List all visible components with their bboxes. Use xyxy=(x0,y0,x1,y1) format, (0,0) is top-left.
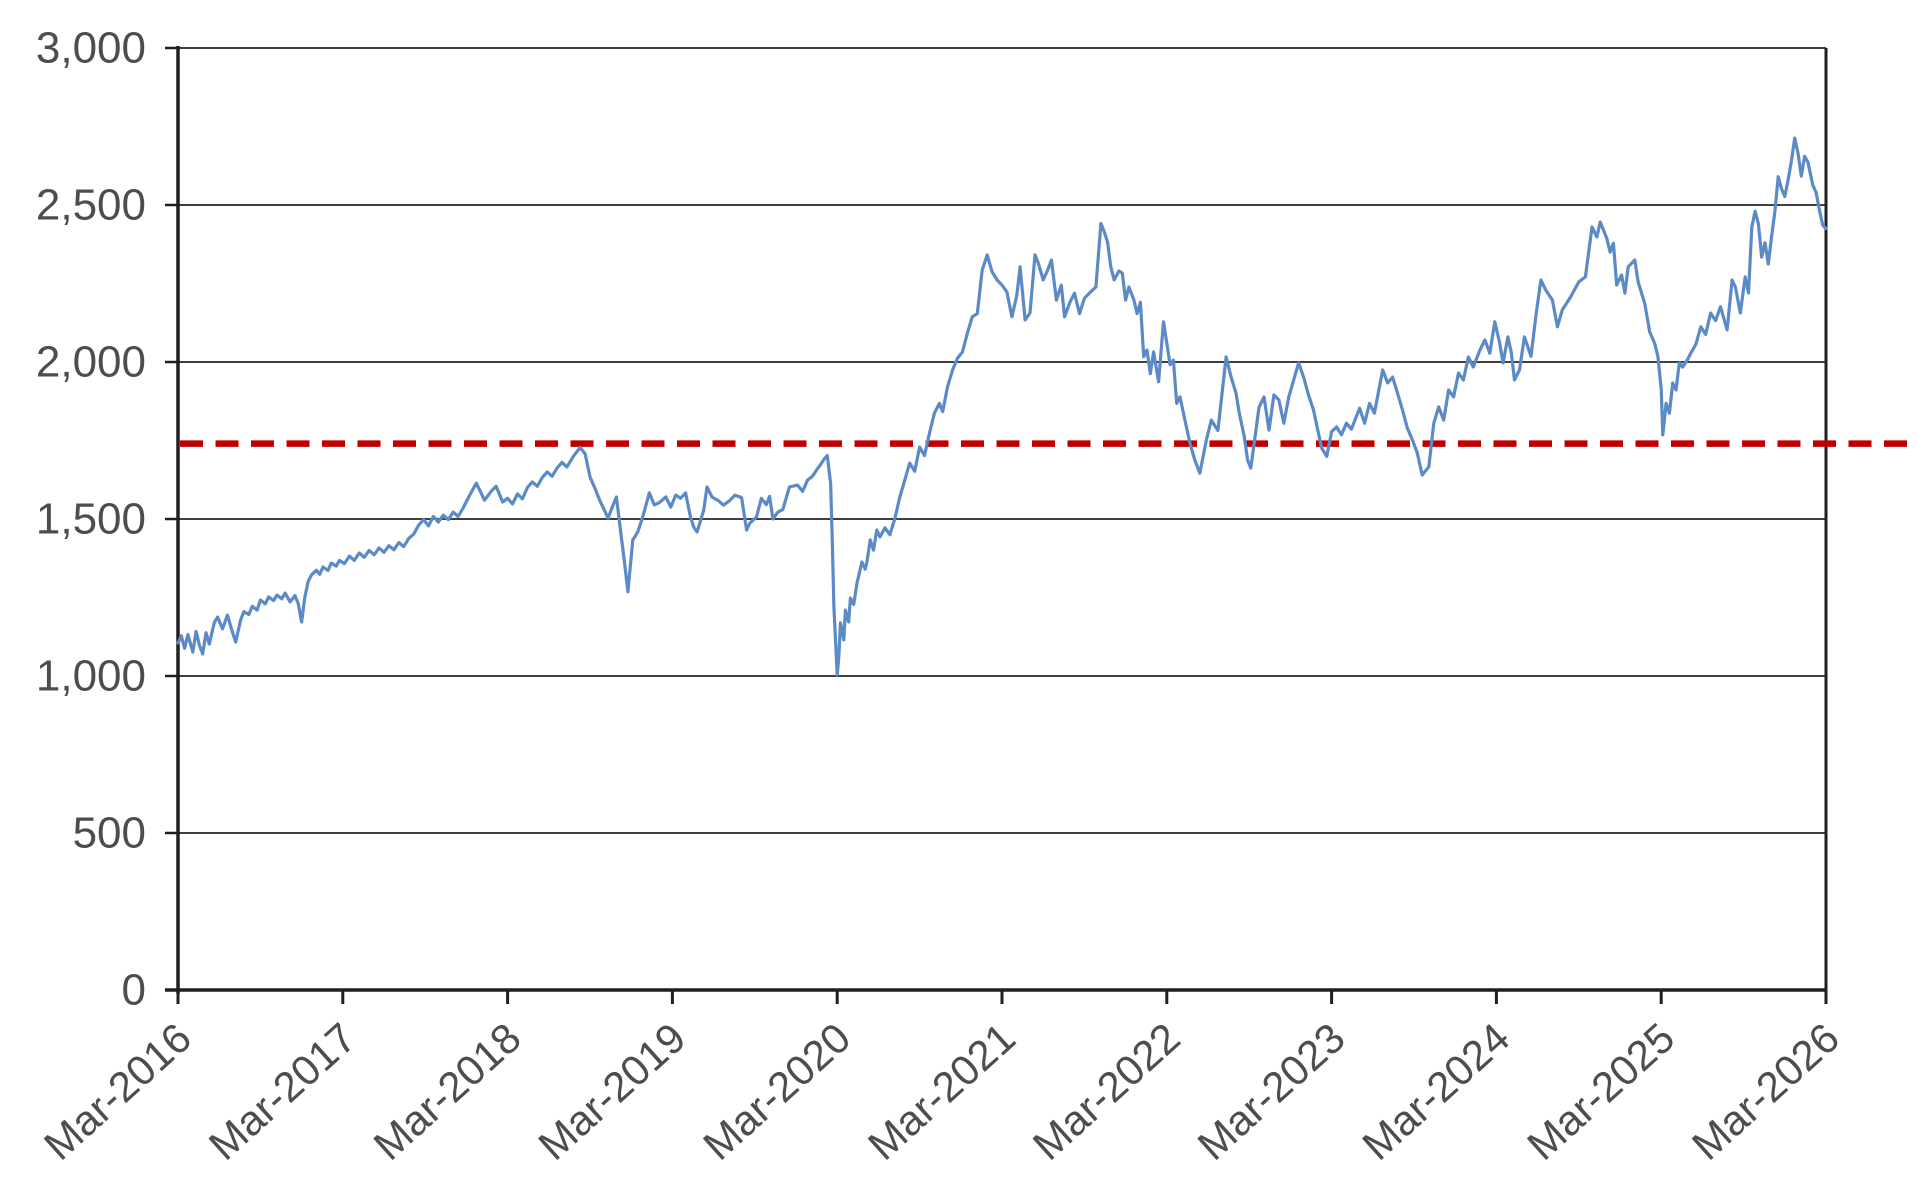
x-axis-tick-label: Mar-2026 xyxy=(1683,1014,1848,1169)
x-axis-tick-label: Mar-2017 xyxy=(200,1014,365,1169)
y-axis-tick-label: 500 xyxy=(73,809,146,858)
y-axis-tick-label: 1,000 xyxy=(36,652,146,701)
y-axis-tick-label: 1,500 xyxy=(36,495,146,544)
index-line-series xyxy=(176,136,1828,677)
x-axis-tick-label: Mar-2021 xyxy=(859,1014,1024,1169)
y-axis-tick-label: 3,000 xyxy=(36,24,146,73)
x-axis-tick-label: Mar-2019 xyxy=(529,1014,694,1169)
x-axis-tick-label: Mar-2016 xyxy=(35,1014,200,1169)
x-axis-tick-label: Mar-2022 xyxy=(1024,1014,1189,1169)
y-axis-tick-label: 0 xyxy=(122,966,146,1015)
x-axis-tick-label: Mar-2018 xyxy=(365,1014,530,1169)
x-axis-tick-label: Mar-2024 xyxy=(1353,1014,1518,1169)
y-axis-tick-label: 2,000 xyxy=(36,338,146,387)
y-axis-tick-label: 2,500 xyxy=(36,181,146,230)
x-axis-tick-label: Mar-2025 xyxy=(1518,1014,1683,1169)
x-axis-tick-label: Mar-2023 xyxy=(1189,1014,1354,1169)
x-axis-tick-label: Mar-2020 xyxy=(694,1014,859,1169)
